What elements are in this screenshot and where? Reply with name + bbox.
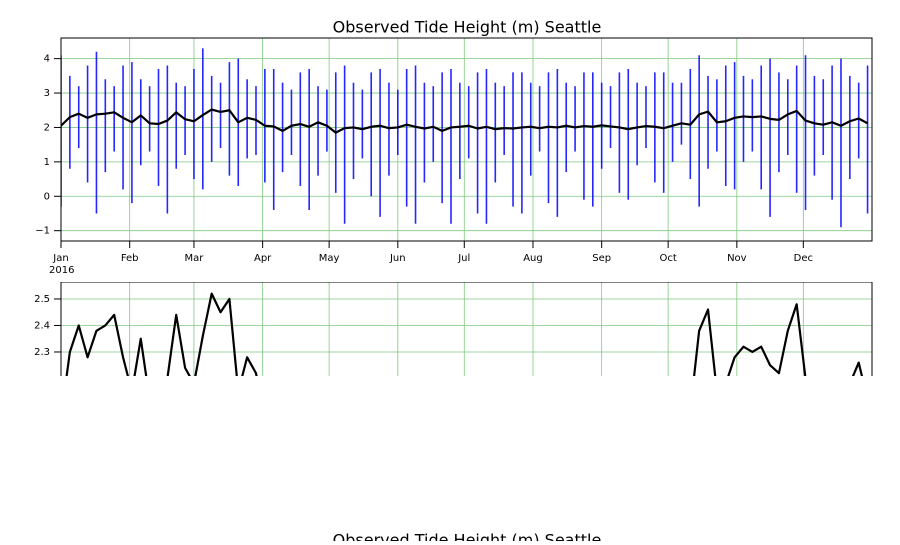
y-tick-label: 1 bbox=[44, 157, 50, 168]
y-tick-label: 4 bbox=[44, 54, 50, 65]
y-tick-label: 3 bbox=[44, 88, 50, 99]
y-tick-label: 2.3 bbox=[34, 347, 50, 358]
x-tick-label: Aug bbox=[523, 253, 543, 264]
axes: 2.3 2.4 2.5 bbox=[34, 282, 873, 376]
y-tick-label: 0 bbox=[44, 191, 50, 202]
y-tick-label: 2 bbox=[44, 122, 50, 133]
y-tick-label: 2.4 bbox=[34, 320, 50, 331]
chart-title: Observed Tide Height (m) Seattle bbox=[333, 18, 602, 37]
chart-title: Observed Tide Height (m) Seattle bbox=[333, 531, 602, 542]
plot-area bbox=[61, 48, 869, 228]
mean-line bbox=[61, 108, 869, 134]
x-tick-label: Sep bbox=[592, 253, 611, 264]
x-tick-label: Dec bbox=[794, 253, 813, 264]
y-tick-label: −1 bbox=[35, 226, 50, 237]
x-tick-label: Mar bbox=[185, 253, 205, 264]
x-tick-label: May bbox=[319, 253, 340, 264]
x-tick-label: Oct bbox=[659, 253, 676, 264]
x-tick-label: Nov bbox=[727, 253, 747, 264]
x-tick-label: Feb bbox=[121, 253, 139, 264]
axes-frame bbox=[60, 282, 873, 376]
plot-area bbox=[65, 292, 864, 376]
y-tick-label: 2.5 bbox=[34, 294, 50, 305]
x-tick-label: Jan bbox=[52, 253, 68, 264]
x-tick-label: Jun bbox=[389, 253, 406, 264]
axes-frame bbox=[60, 37, 873, 242]
x-offset-label: 2016 bbox=[49, 265, 74, 276]
axes: Observed Tide Height (m) Seattle Jan Feb Ma… bbox=[35, 18, 873, 276]
x-tick-label: Apr bbox=[254, 253, 272, 264]
x-tick-label: Jul bbox=[457, 253, 470, 264]
mean-line bbox=[65, 292, 864, 376]
